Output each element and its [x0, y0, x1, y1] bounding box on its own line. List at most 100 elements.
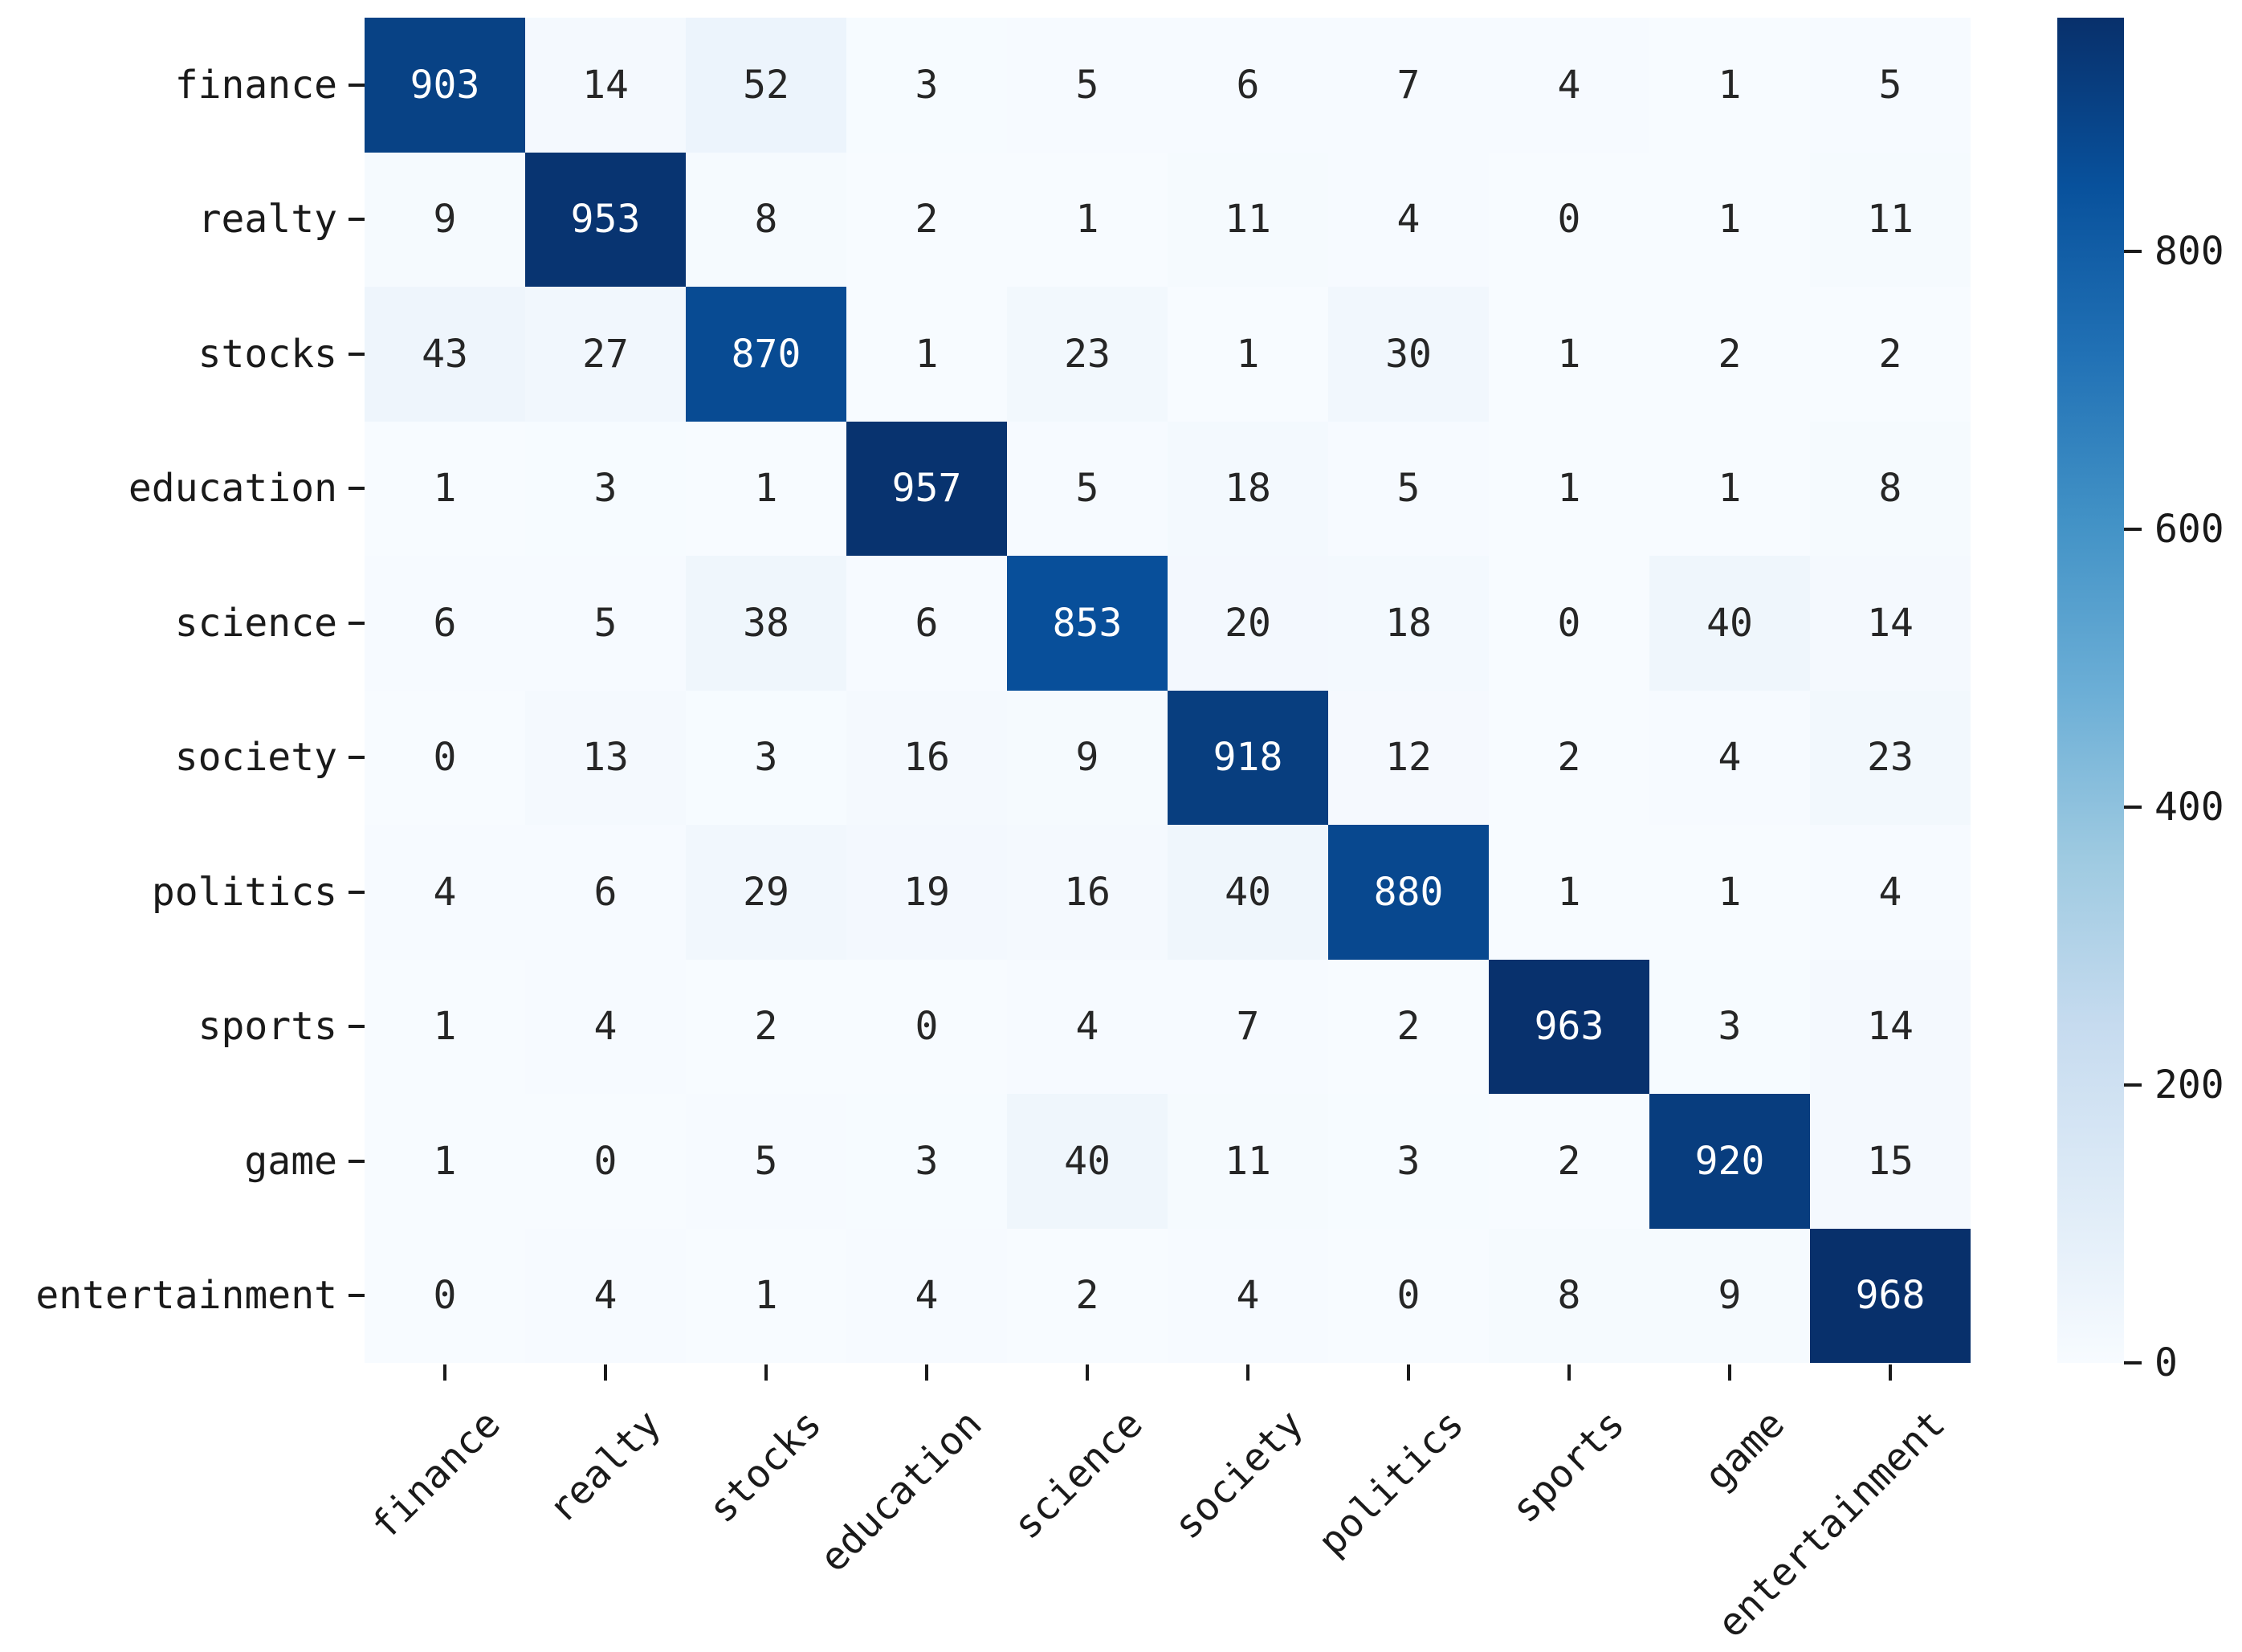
heatmap-cell-realty-society: 11: [1168, 152, 1328, 287]
heatmap-cell-finance-sports: 4: [1489, 18, 1649, 153]
y-tick-mark: [349, 621, 365, 625]
heatmap-cell-finance-game: 1: [1649, 18, 1810, 153]
y-tick-mark: [349, 756, 365, 760]
x-tick-label-stocks: stocks: [699, 1401, 830, 1532]
x-tick-mark: [925, 1364, 928, 1381]
heatmap-cell-sports-game: 3: [1649, 959, 1810, 1094]
heatmap-cell-realty-game: 1: [1649, 152, 1810, 287]
heatmap-cell-politics-education: 19: [846, 825, 1007, 960]
x-tick-mark: [1567, 1364, 1571, 1381]
heatmap-cell-entertainment-finance: 0: [365, 1228, 525, 1363]
x-tick-mark: [443, 1364, 446, 1381]
y-tick-mark: [349, 1159, 365, 1163]
heatmap-cell-science-realty: 5: [525, 556, 686, 691]
x-tick-mark: [1728, 1364, 1731, 1381]
heatmap-cell-sports-stocks: 2: [686, 959, 846, 1094]
heatmap-cell-stocks-education: 1: [846, 287, 1007, 422]
x-tick-mark: [764, 1364, 768, 1381]
heatmap-cell-education-society: 18: [1168, 421, 1328, 556]
y-tick-mark: [349, 83, 365, 87]
heatmap-cell-society-society: 918: [1168, 690, 1328, 825]
heatmap-cell-science-society: 20: [1168, 556, 1328, 691]
heatmap-cell-society-game: 4: [1649, 690, 1810, 825]
heatmap-cell-game-sports: 2: [1489, 1094, 1649, 1229]
colorbar-tick-label-800: 800: [2154, 228, 2224, 274]
heatmap-cell-science-stocks: 38: [686, 556, 846, 691]
heatmap-cell-sports-realty: 4: [525, 959, 686, 1094]
heatmap-cell-sports-sports: 963: [1489, 959, 1649, 1094]
heatmap-cell-science-science: 853: [1007, 556, 1168, 691]
heatmap-cell-finance-science: 5: [1007, 18, 1168, 153]
heatmap-cell-education-sports: 1: [1489, 421, 1649, 556]
x-tick-mark: [1889, 1364, 1892, 1381]
y-tick-mark: [349, 352, 365, 356]
heatmap-cell-science-education: 6: [846, 556, 1007, 691]
y-tick-label-society: society: [174, 735, 337, 781]
colorbar-tick-label-0: 0: [2154, 1340, 2178, 1385]
colorbar-tick-mark: [2124, 1083, 2142, 1087]
heatmap-cell-stocks-finance: 43: [365, 287, 525, 422]
x-tick-label-education: education: [811, 1401, 991, 1581]
heatmap-cell-politics-game: 1: [1649, 825, 1810, 960]
heatmap-cell-finance-education: 3: [846, 18, 1007, 153]
heatmap-cell-entertainment-science: 2: [1007, 1228, 1168, 1363]
heatmap-cell-realty-realty: 953: [525, 152, 686, 287]
heatmap-cell-game-finance: 1: [365, 1094, 525, 1229]
x-tick-mark: [1086, 1364, 1089, 1381]
x-tick-label-game: game: [1696, 1401, 1794, 1499]
heatmap-cell-stocks-sports: 1: [1489, 287, 1649, 422]
colorbar-tick-mark: [2124, 249, 2142, 253]
heatmap-cell-politics-finance: 4: [365, 825, 525, 960]
heatmap-cell-politics-sports: 1: [1489, 825, 1649, 960]
heatmap-cell-science-game: 40: [1649, 556, 1810, 691]
heatmap-cell-finance-politics: 7: [1328, 18, 1489, 153]
heatmap-cell-society-politics: 12: [1328, 690, 1489, 825]
heatmap-cell-realty-science: 1: [1007, 152, 1168, 287]
heatmap-cell-game-stocks: 5: [686, 1094, 846, 1229]
heatmap-cell-education-finance: 1: [365, 421, 525, 556]
heatmap-cell-education-realty: 3: [525, 421, 686, 556]
colorbar-tick-label-600: 600: [2154, 506, 2224, 552]
heatmap-cell-stocks-realty: 27: [525, 287, 686, 422]
heatmap-cell-game-politics: 3: [1328, 1094, 1489, 1229]
heatmap-cell-entertainment-education: 4: [846, 1228, 1007, 1363]
y-tick-label-science: science: [174, 600, 337, 646]
heatmap-cell-entertainment-game: 9: [1649, 1228, 1810, 1363]
heatmap-cell-realty-sports: 0: [1489, 152, 1649, 287]
x-tick-label-realty: realty: [539, 1401, 670, 1532]
heatmap-cell-society-entertainment: 23: [1810, 690, 1971, 825]
heatmap-cell-education-game: 1: [1649, 421, 1810, 556]
heatmap-cell-society-finance: 0: [365, 690, 525, 825]
heatmap-cell-realty-education: 2: [846, 152, 1007, 287]
heatmap-cell-politics-stocks: 29: [686, 825, 846, 960]
heatmap-cell-game-society: 11: [1168, 1094, 1328, 1229]
y-tick-mark: [349, 890, 365, 894]
heatmap-cell-education-science: 5: [1007, 421, 1168, 556]
colorbar-tick-mark: [2124, 527, 2142, 531]
colorbar-tick-label-200: 200: [2154, 1062, 2224, 1107]
y-tick-label-education: education: [128, 466, 337, 512]
x-tick-label-finance: finance: [361, 1401, 509, 1548]
heatmap-cell-realty-entertainment: 11: [1810, 152, 1971, 287]
heatmap-cell-game-game: 920: [1649, 1094, 1810, 1229]
y-tick-mark: [349, 1025, 365, 1029]
heatmap-cell-society-sports: 2: [1489, 690, 1649, 825]
heatmap-cell-education-politics: 5: [1328, 421, 1489, 556]
heatmap-cell-society-realty: 13: [525, 690, 686, 825]
x-tick-label-sports: sports: [1502, 1401, 1633, 1532]
heatmap-cell-science-finance: 6: [365, 556, 525, 691]
heatmap-cell-finance-finance: 903: [365, 18, 525, 153]
heatmap-cell-finance-stocks: 52: [686, 18, 846, 153]
heatmap-cell-game-science: 40: [1007, 1094, 1168, 1229]
y-tick-label-realty: realty: [198, 197, 337, 243]
y-tick-label-stocks: stocks: [198, 331, 337, 377]
y-tick-mark: [349, 218, 365, 222]
heatmap-cell-realty-politics: 4: [1328, 152, 1489, 287]
x-tick-mark: [1246, 1364, 1249, 1381]
heatmap-cell-science-sports: 0: [1489, 556, 1649, 691]
heatmap-cell-finance-entertainment: 5: [1810, 18, 1971, 153]
heatmap-cell-stocks-politics: 30: [1328, 287, 1489, 422]
confusion-matrix-heatmap: 903 14 52 3 5 6 7 4 1 5 9 953 8 2 1 11 4 0 1 11 43 27 870 1 23 1 3…: [365, 18, 1971, 1363]
heatmap-cell-sports-finance: 1: [365, 959, 525, 1094]
